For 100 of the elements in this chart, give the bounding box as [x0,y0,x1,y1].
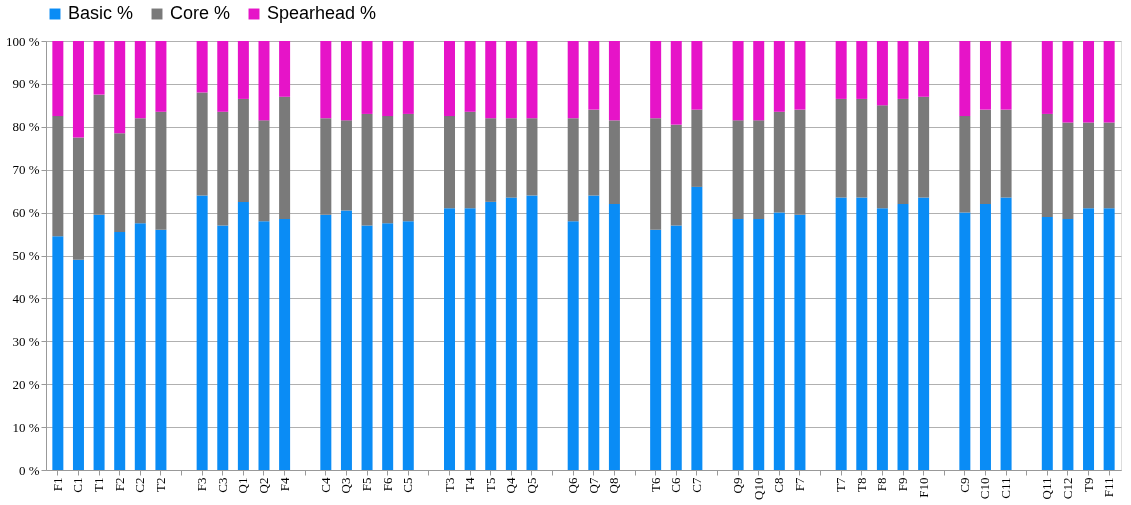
x-tick-label: T8 [853,477,869,492]
bar [134,223,146,470]
bar [918,96,930,198]
bar [918,41,930,97]
bar [1041,216,1053,470]
bar [856,197,868,470]
bar [1083,122,1095,209]
bar [959,116,971,213]
x-tick-label: Q3 [338,477,354,494]
bar [650,118,662,230]
x-tick-label: Q5 [523,477,539,494]
x-tick-label: Q10 [750,477,766,500]
bar [650,41,662,119]
bar [155,229,167,470]
bar [320,41,332,119]
bar [93,94,105,215]
bar [237,98,249,202]
x-tick-label: Q11 [1039,477,1055,500]
bar [526,41,538,119]
x-tick-label: C3 [214,477,230,493]
bar [876,208,888,470]
bar [1103,122,1115,209]
y-tick-label: 60 % [12,205,40,221]
bar [258,120,270,222]
y-tick-label: 20 % [12,376,40,392]
bar [650,229,662,470]
bar [505,41,517,119]
y-tick-label: 40 % [12,290,40,306]
bar [361,225,373,470]
x-tick-label: C7 [688,477,704,493]
bar [1062,219,1074,470]
x-tick-label: Q1 [235,477,251,494]
bar [897,41,909,99]
bar [1041,113,1053,217]
bar [1083,208,1095,470]
bar [279,219,291,470]
y-tick-label: 80 % [12,119,40,135]
bar [196,92,208,196]
bar [340,210,352,470]
bar [196,41,208,93]
bar [382,116,394,224]
bar [773,111,785,213]
bar [691,41,703,110]
bar [155,41,167,112]
bar [320,214,332,470]
bar [114,41,126,134]
x-tick-label: C1 [70,477,86,493]
x-tick-label: Q6 [565,477,581,494]
bar [444,116,456,209]
bar [835,197,847,470]
bar [794,214,806,470]
bar [732,41,744,121]
x-tick-label: C5 [400,477,416,493]
x-tick-label: T9 [1080,477,1096,492]
legend-label: Spearhead % [267,3,377,23]
x-tick-label: C8 [771,477,787,493]
x-tick-label: Q4 [503,477,519,494]
bar [155,111,167,230]
bar [588,109,600,196]
bar [897,98,909,205]
bar [217,111,229,226]
bar [691,109,703,187]
bar [979,109,991,205]
bar [196,195,208,470]
bar [464,208,476,470]
bar [361,113,373,226]
x-tick-label: F5 [359,477,375,492]
x-tick-label: T2 [152,477,168,492]
bar [340,120,352,211]
bar [608,120,620,205]
bar [320,118,332,215]
bar [72,137,84,260]
x-tick-label: F8 [874,477,890,492]
x-tick-label: F10 [915,477,931,498]
bar [361,41,373,114]
bar [279,41,291,97]
bar [835,41,847,99]
bar [526,195,538,470]
x-tick-label: Q8 [606,477,622,494]
bar [485,118,497,202]
bar [134,41,146,119]
bar [402,113,414,222]
bar [588,195,600,470]
bar [876,105,888,209]
bar [526,118,538,196]
x-tick-label: T3 [441,477,457,492]
bar [217,41,229,112]
bar [567,118,579,222]
x-tick-label: T4 [462,477,478,492]
bar [279,96,291,220]
bar [856,98,868,198]
bar [505,118,517,198]
legend-label: Core % [170,3,231,23]
bar [52,236,64,470]
x-tick-label: C10 [977,477,993,500]
x-tick-label: C12 [1059,477,1075,500]
bar [485,201,497,470]
x-tick-label: T7 [833,477,849,492]
x-tick-label: F9 [895,477,911,492]
bar [464,111,476,209]
